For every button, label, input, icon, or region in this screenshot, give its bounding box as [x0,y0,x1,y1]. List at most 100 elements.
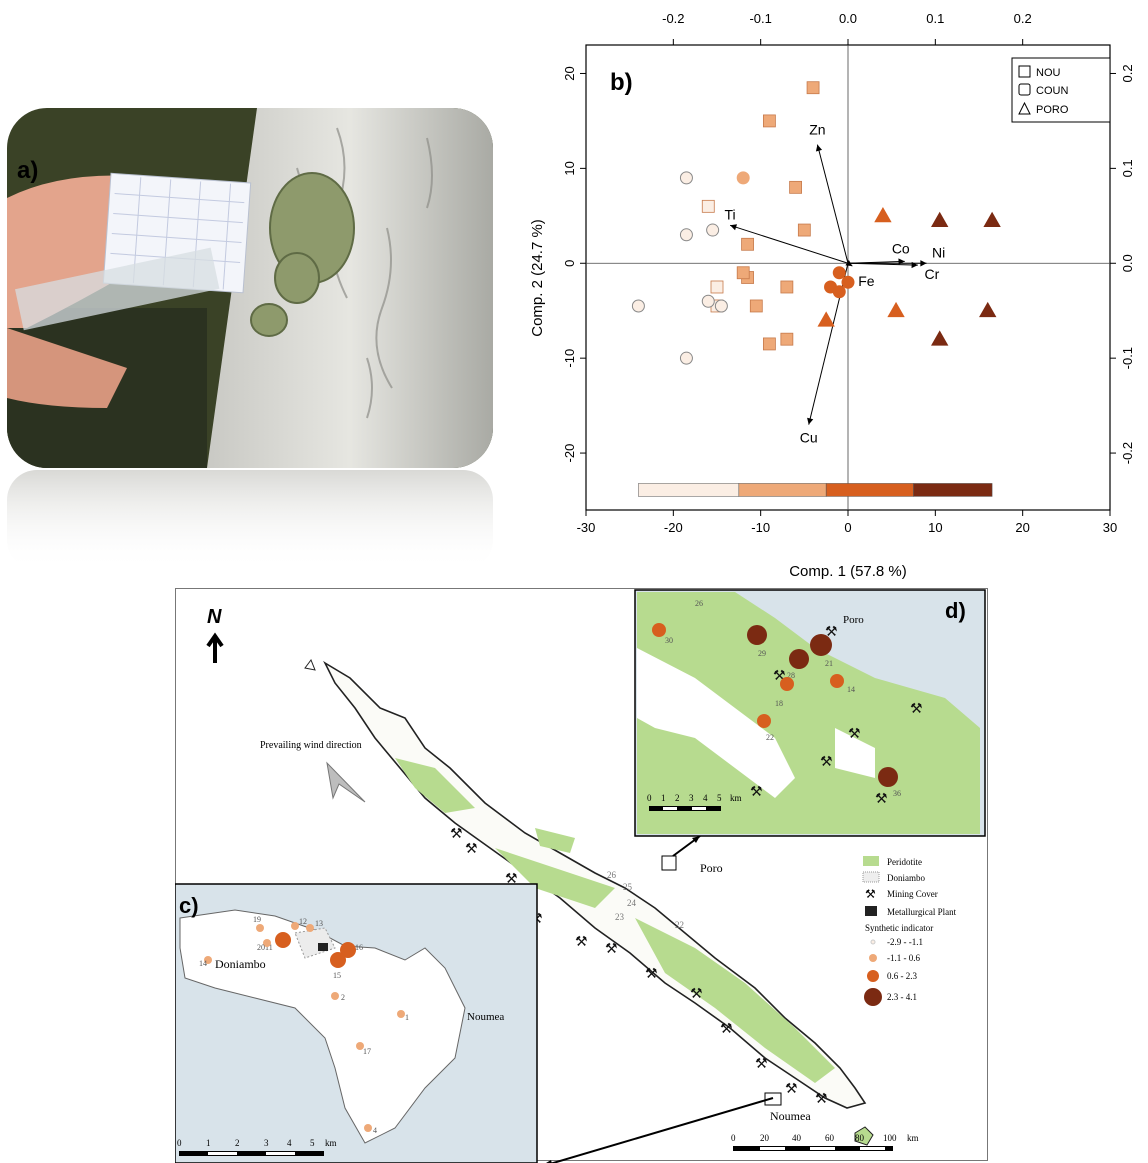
y-tick-label: 10 [562,161,577,175]
scale-d-0: 0 [647,793,652,803]
point-coun [706,223,720,237]
scale-c-km: km [325,1138,337,1148]
point-poro [931,330,949,346]
scale-main-40: 40 [792,1133,802,1143]
point-nou [762,114,776,128]
legend-plant: Metallurgical Plant [887,907,957,917]
point-coun [832,266,846,280]
legend-class-3: 0.6 - 2.3 [887,971,917,981]
pca-axes: -30 -20 -10 0 10 20 30 -20 -10 0 10 20 -0.2 -0.2 -0.1 -… [562,11,1135,535]
poro-label-inset: Poro [843,614,864,626]
scale-c-2: 2 [235,1138,240,1148]
legend-peridotite: Peridotite [887,857,922,867]
arrowhead [920,260,927,267]
legend-coun: COUN [1036,85,1068,97]
peridotite-areas [395,758,835,1083]
point-poro [887,301,905,318]
scale-bar-main: 0 20 40 60 80 100 km [731,1133,919,1151]
point-nou [789,180,803,194]
d-site-21: 21 [825,659,833,668]
inset-c: c) Doniambo Noumea 19 12 13 11 20 16 15 … [175,883,538,1163]
site-label-24: 24 [627,898,637,908]
svg-text:⚒: ⚒ [605,940,618,956]
svg-text:⚒: ⚒ [720,1020,733,1036]
scale-main-60: 60 [825,1133,835,1143]
scale-d-4: 4 [703,793,708,803]
mining-cover-icon: ⚒ [865,887,876,901]
scale-main-km: km [907,1133,919,1143]
sample-points [631,81,1001,365]
point-nou [701,199,715,213]
north-label: N [207,606,222,628]
scale-c-4: 4 [287,1138,292,1148]
panel-label-c: c) [179,893,199,918]
point-poro [983,211,1001,227]
svg-text:⚒: ⚒ [815,1090,828,1106]
svg-text:⚒: ⚒ [505,870,518,886]
right-tick-label: -0.1 [1120,347,1135,369]
panel-label-a: a) [17,157,38,184]
scale-d-km: km [730,793,742,803]
point-coun [679,171,693,185]
svg-text:⚒: ⚒ [875,790,888,806]
x-tick-label: -30 [577,520,596,535]
point-coun [841,275,855,289]
c-site-4: 4 [373,1126,377,1135]
site-label-23: 23 [615,912,625,922]
arrowhead [730,224,738,231]
y-tick-label: -10 [562,349,577,368]
y-tick-label: 20 [562,66,577,80]
loading-label-cu: Cu [800,430,818,446]
c-site-12: 12 [299,917,307,926]
x-tick-label: 20 [1015,520,1029,535]
right-tick-label: 0.1 [1120,159,1135,177]
legend-nou: NOU [1036,67,1061,79]
point-nou [736,266,750,280]
point-poro [874,207,892,223]
scale-c-3: 3 [264,1138,269,1148]
site-label-22: 22 [675,920,684,930]
x-tick-label: 30 [1103,520,1117,535]
scale-d-1: 1 [661,793,666,803]
svg-text:⚒: ⚒ [465,840,478,856]
inset-d: d) Poro ⚒⚒⚒ ⚒⚒⚒ ⚒ 30 29 21 28 18 14 22 36… [634,589,986,837]
scale-main-80: 80 [855,1133,865,1143]
right-tick-label: -0.2 [1120,442,1135,464]
top-tick-label: -0.2 [662,11,684,26]
top-tick-label: 0.2 [1014,11,1032,26]
loading-label-zn: Zn [809,122,825,138]
color-bar-segment [638,483,740,497]
d-site-29: 29 [758,649,766,658]
loading-arrow-cr [847,262,918,266]
scale-d-3: 3 [689,793,694,803]
scale-c-0: 0 [177,1138,182,1148]
arrowhead [845,260,853,267]
svg-text:⚒: ⚒ [750,783,763,799]
svg-text:⚒: ⚒ [825,623,838,639]
point-coun [679,228,693,242]
svg-text:⚒: ⚒ [645,965,658,981]
c-site-14: 14 [199,959,207,968]
arrowhead [807,417,814,425]
scale-main-0: 0 [731,1133,736,1143]
point-nou [749,299,763,313]
d-site-26: 26 [695,599,703,608]
svg-text:⚒: ⚒ [575,933,588,949]
top-tick-label: -0.1 [749,11,771,26]
x-tick-label: 10 [928,520,942,535]
point-nou [741,237,754,251]
photo-reflection [7,470,493,570]
svg-text:⚒: ⚒ [785,1080,798,1096]
poro-label-main: Poro [700,861,723,875]
svg-text:⚒: ⚒ [848,725,861,741]
right-tick-label: 0.2 [1120,64,1135,82]
d-site-18: 18 [775,699,783,708]
wind-label: Prevailing wind direction [260,740,362,751]
point-nou [806,81,820,95]
svg-text:⚒: ⚒ [755,1055,768,1071]
scale-main-20: 20 [760,1133,770,1143]
d-site-30: 30 [665,636,673,645]
x-tick-label: -20 [664,520,683,535]
panel-label-d: d) [945,598,966,623]
loading-arrow-ti [729,224,849,264]
